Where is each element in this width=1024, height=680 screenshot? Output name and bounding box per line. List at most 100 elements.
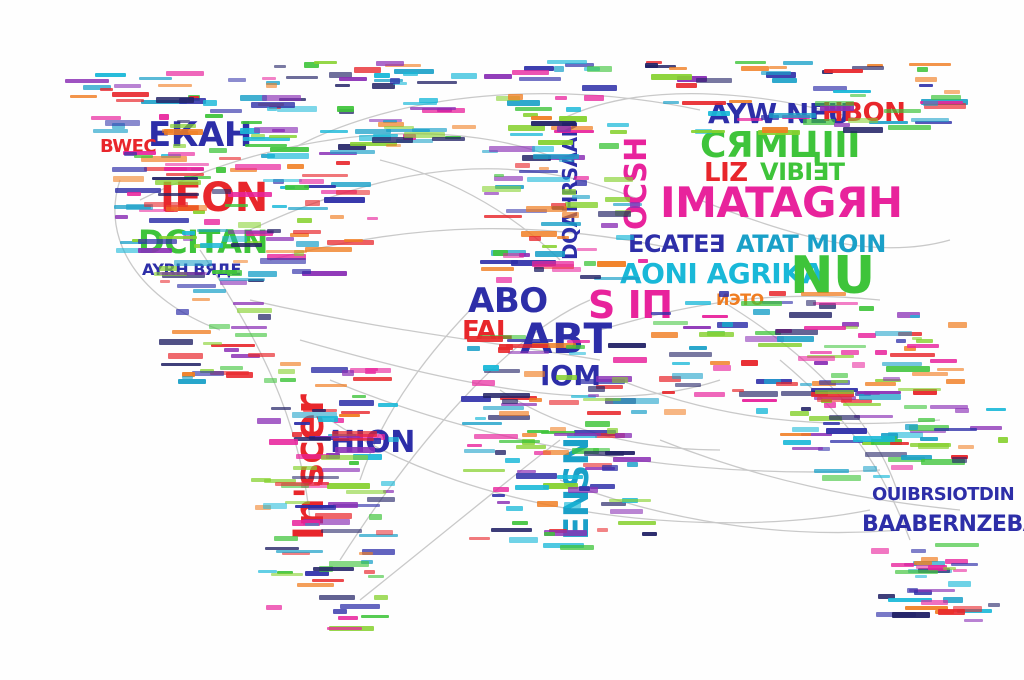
word-fragment <box>523 113 539 118</box>
word-fragment <box>823 422 841 426</box>
word-fragment <box>335 160 350 165</box>
word-fragment <box>263 503 288 510</box>
word-fragment <box>869 120 909 124</box>
word-fragment <box>373 594 388 600</box>
word-fragment <box>514 485 549 491</box>
word-fragment <box>173 143 187 148</box>
word-fragment <box>302 174 349 178</box>
map-word: BAABERNZEBAI <box>862 512 1024 537</box>
word-fragment <box>877 594 895 600</box>
word-fragment <box>819 302 837 309</box>
word-fragment <box>517 470 537 474</box>
word-fragment <box>534 451 552 456</box>
map-word: VIBI∃T <box>760 158 845 186</box>
word-fragment <box>339 77 368 82</box>
word-fragment <box>164 129 204 136</box>
map-word: OUIBRSIOTDIN <box>872 484 1015 505</box>
word-fragment <box>265 546 300 550</box>
word-fragment <box>229 168 257 173</box>
word-fragment <box>498 347 511 354</box>
word-fragment <box>607 428 619 435</box>
word-fragment <box>912 337 923 341</box>
word-fragment <box>373 79 403 83</box>
word-fragment <box>328 560 369 567</box>
word-fragment <box>547 60 588 65</box>
word-fragment <box>212 270 238 275</box>
word-fragment <box>937 368 965 372</box>
word-fragment <box>230 325 267 329</box>
word-fragment <box>202 342 222 346</box>
word-fragment <box>712 365 731 372</box>
word-fragment <box>223 347 239 352</box>
word-fragment <box>721 321 733 327</box>
word-fragment <box>271 573 304 577</box>
word-fragment <box>734 60 766 64</box>
word-fragment <box>812 85 847 91</box>
word-fragment <box>553 433 601 437</box>
word-fragment <box>157 84 192 88</box>
word-fragment <box>776 336 814 343</box>
word-fragment <box>537 501 559 508</box>
word-fragment <box>225 372 253 379</box>
word-fragment <box>840 398 872 403</box>
word-fragment <box>95 73 127 77</box>
word-fragment <box>566 339 590 343</box>
word-fragment <box>896 338 907 343</box>
route-arc <box>289 93 701 151</box>
word-fragment <box>540 430 575 434</box>
word-fragment <box>609 499 652 503</box>
word-fragment <box>889 441 909 445</box>
word-fragment <box>334 417 345 423</box>
word-fragment <box>521 230 558 237</box>
word-fragment <box>412 127 448 132</box>
word-fragment <box>564 201 598 208</box>
word-fragment <box>202 99 217 106</box>
word-fragment <box>473 433 518 439</box>
word-fragment <box>915 339 933 344</box>
word-fragment <box>338 144 367 151</box>
map-word: AONI AGRIKA <box>620 257 824 290</box>
word-fragment <box>303 185 336 189</box>
word-fragment <box>864 390 881 395</box>
word-fragment <box>553 129 594 133</box>
word-fragment <box>358 533 398 537</box>
word-fragment <box>518 253 530 258</box>
word-fragment <box>783 60 814 65</box>
word-fragment <box>556 236 569 240</box>
route-arc <box>359 439 561 601</box>
word-fragment <box>803 326 846 331</box>
word-fragment <box>378 122 405 128</box>
word-fragment <box>334 83 350 87</box>
route-arc <box>114 179 221 331</box>
map-word: S IΠ <box>588 283 673 327</box>
word-fragment <box>768 112 816 118</box>
word-fragment <box>659 375 682 382</box>
word-fragment <box>297 217 313 223</box>
word-fragment <box>526 206 568 213</box>
word-fragment <box>561 211 579 218</box>
word-fragment <box>766 72 797 79</box>
word-fragment <box>760 70 791 75</box>
word-fragment <box>222 235 248 242</box>
word-fragment <box>219 277 266 281</box>
word-fragment <box>267 107 278 112</box>
word-fragment <box>312 579 345 583</box>
word-fragment <box>490 527 532 532</box>
word-fragment <box>314 512 352 519</box>
word-fragment <box>672 362 691 365</box>
word-fragment <box>489 145 536 152</box>
word-fragment <box>573 176 589 181</box>
word-fragment <box>339 399 375 406</box>
word-fragment <box>295 454 329 460</box>
word-fragment <box>558 115 587 122</box>
word-fragment <box>566 106 582 112</box>
word-fragment <box>323 197 365 204</box>
word-fragment <box>675 382 702 387</box>
word-fragment <box>267 152 309 159</box>
word-fragment <box>612 356 647 363</box>
word-fragment <box>819 105 854 112</box>
word-fragment <box>250 477 271 482</box>
word-fragment <box>461 421 502 425</box>
word-fragment <box>361 615 390 619</box>
word-fragment <box>265 83 277 89</box>
